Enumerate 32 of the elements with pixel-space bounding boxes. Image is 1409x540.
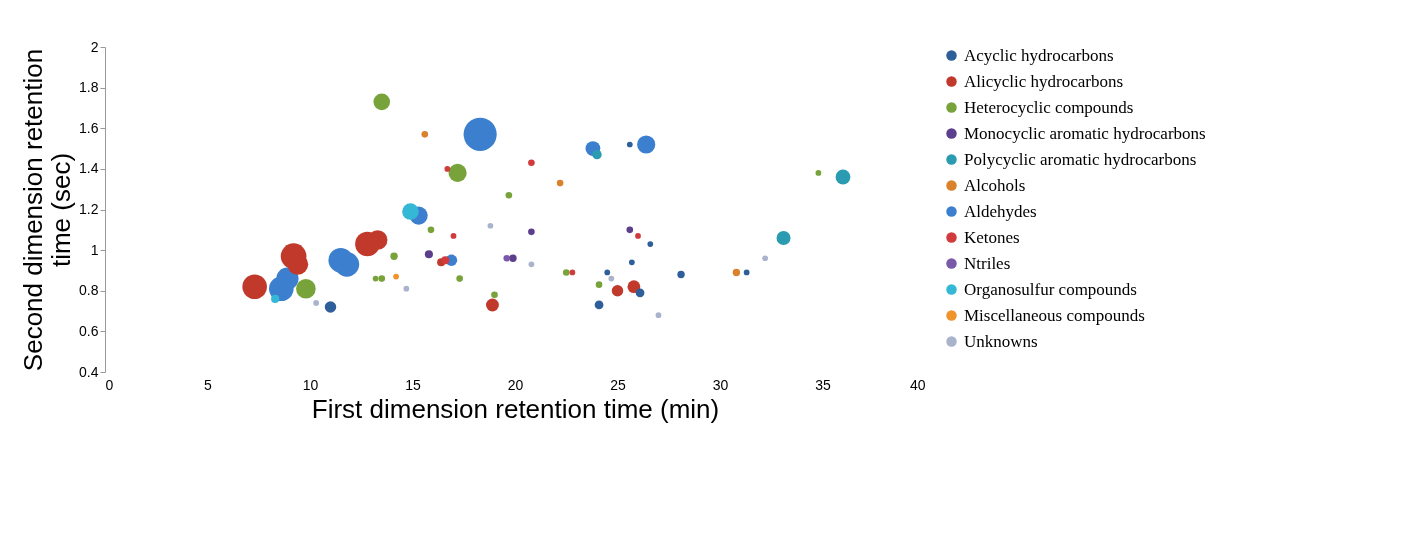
legend-label: Ketones <box>964 227 1020 247</box>
legend-label: Polycyclic aromatic hydrocarbons <box>964 149 1197 169</box>
y-tick-label: 0.8 <box>79 282 99 299</box>
y-axis-title: Second dimension retention time (sec) <box>18 48 77 372</box>
y-tick-label: 1.6 <box>79 119 99 136</box>
y-tick-label: 1.2 <box>79 201 99 217</box>
x-tick-label: 35 <box>815 376 831 393</box>
legend-label: Alcohols <box>964 175 1026 195</box>
y-tick-label: 1.4 <box>79 160 99 177</box>
legend-label: Monocyclic aromatic hydrocarbons <box>964 123 1206 143</box>
x-tick-label: 0 <box>105 376 114 393</box>
legend-label: Unknowns <box>964 331 1038 351</box>
legend-label: Ntriles <box>964 253 1011 273</box>
legend-label: Aldehydes <box>964 201 1037 221</box>
x-tick-label: 5 <box>204 376 213 393</box>
y-tick-label: 2 <box>90 38 99 55</box>
x-tick-label: 40 <box>909 376 926 393</box>
y-tick-label: 0.6 <box>79 322 99 339</box>
x-tick-label: 10 <box>302 376 319 393</box>
x-axis-title: First dimension retention time (min) <box>311 393 720 424</box>
y-tick-label: 1.8 <box>79 79 99 96</box>
legend-label: Organosulfur compounds <box>964 279 1137 299</box>
x-tick-label: 25 <box>610 376 626 393</box>
x-tick-label: 20 <box>507 376 524 393</box>
y-tick-label: 1 <box>90 241 99 258</box>
legend-label: Acyclic hydrocarbons <box>964 45 1114 65</box>
x-tick-label: 15 <box>405 376 421 393</box>
legend-label: Miscellaneous compounds <box>964 305 1145 325</box>
legend-label: Alicyclic hydrocarbons <box>964 71 1124 91</box>
x-tick-label: 30 <box>712 376 729 393</box>
y-tick-label: 0.4 <box>79 363 99 380</box>
legend-label: Heterocyclic compounds <box>964 97 1134 117</box>
